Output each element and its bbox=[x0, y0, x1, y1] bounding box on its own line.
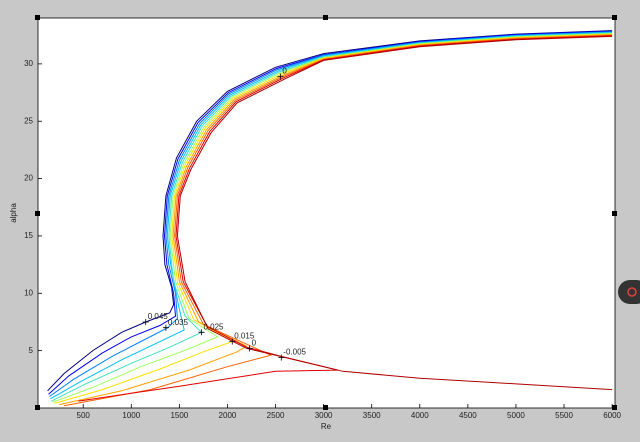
contour-line bbox=[49, 31, 613, 397]
contour-label: 0.025 bbox=[203, 322, 224, 331]
x-tick-label: 1000 bbox=[122, 411, 140, 420]
x-axis-label: Re bbox=[321, 422, 332, 431]
y-tick-label: 20 bbox=[24, 174, 33, 183]
y-tick-label: 15 bbox=[24, 231, 33, 240]
x-tick-label: 5500 bbox=[555, 411, 573, 420]
y-tick-label: 25 bbox=[24, 116, 33, 125]
contour-line bbox=[47, 30, 613, 392]
contour-label: 0 bbox=[252, 338, 257, 347]
contour-line bbox=[78, 35, 613, 402]
x-tick-label: 2000 bbox=[219, 411, 237, 420]
contour-label: 0.045 bbox=[148, 312, 169, 321]
contour-line bbox=[176, 35, 613, 391]
contour-line bbox=[51, 32, 613, 402]
side-widget[interactable] bbox=[618, 280, 640, 304]
contour-line bbox=[52, 33, 613, 403]
contour-label: 0.015 bbox=[234, 332, 255, 341]
x-tick-label: 4500 bbox=[459, 411, 477, 420]
contour-label: -0.005 bbox=[283, 348, 306, 357]
contour-label-marker bbox=[162, 324, 169, 331]
contour-label: 0 bbox=[282, 67, 287, 76]
x-tick-label: 3000 bbox=[315, 411, 333, 420]
y-axis-label: alpha bbox=[9, 203, 18, 223]
contour-label-marker bbox=[229, 338, 236, 345]
contour-line bbox=[59, 34, 613, 406]
contour-label-marker bbox=[246, 345, 253, 352]
x-tick-label: 500 bbox=[77, 411, 91, 420]
contour-line bbox=[63, 34, 613, 407]
contour-label-marker bbox=[277, 73, 284, 80]
y-tick-label: 10 bbox=[24, 288, 33, 297]
x-tick-label: 6000 bbox=[603, 411, 621, 420]
contour-line bbox=[54, 33, 613, 404]
contour-label-marker bbox=[278, 354, 285, 361]
contour-label-marker bbox=[198, 329, 205, 336]
x-tick-label: 5000 bbox=[507, 411, 525, 420]
y-tick-label: 30 bbox=[24, 59, 33, 68]
selection-handles bbox=[35, 15, 617, 410]
x-tick-label: 1500 bbox=[170, 411, 188, 420]
x-tick-label: 4000 bbox=[411, 411, 429, 420]
contour-label: 0.035 bbox=[168, 318, 189, 327]
contour-label-marker bbox=[142, 318, 149, 325]
y-tick-label: 5 bbox=[29, 346, 34, 355]
axes-box bbox=[37, 17, 616, 409]
contour-line bbox=[50, 31, 613, 400]
x-tick-label: 3500 bbox=[363, 411, 381, 420]
contour-line bbox=[48, 30, 613, 395]
x-tick-label: 2500 bbox=[267, 411, 285, 420]
